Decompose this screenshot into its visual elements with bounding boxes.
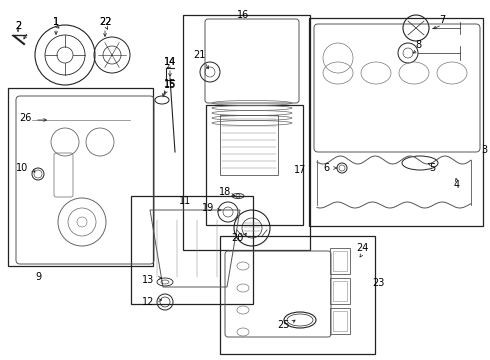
Bar [8,88,153,266]
Text: 18: 18 [219,187,231,197]
Text: 3: 3 [481,145,487,155]
Bar [183,15,310,250]
Text: 2: 2 [15,21,21,31]
Text: 13: 13 [142,275,154,285]
Text: 9: 9 [35,272,41,282]
Bar [330,278,350,304]
Text: 23: 23 [372,278,384,288]
Text: 15: 15 [164,80,176,90]
Text: 6: 6 [323,163,329,173]
Text: 11: 11 [179,196,191,206]
Text: 15: 15 [164,79,176,89]
Bar [333,281,347,301]
Text: 10: 10 [16,163,28,173]
Text: 4: 4 [454,180,460,190]
Bar [206,105,303,225]
Bar [309,18,483,226]
Text: 17: 17 [294,165,306,175]
Bar [220,115,278,175]
Bar [220,236,375,354]
Text: 2: 2 [15,21,21,31]
Bar [333,251,347,271]
Text: 1: 1 [53,17,59,27]
Text: 12: 12 [142,297,154,307]
Text: 24: 24 [356,243,368,253]
Text: 16: 16 [237,10,249,20]
Text: 8: 8 [415,40,421,50]
Text: 19: 19 [202,203,214,213]
Text: 5: 5 [429,163,435,173]
Bar [333,311,347,331]
Text: 22: 22 [99,17,111,27]
Bar [330,308,350,334]
Bar [330,248,350,274]
Bar [131,196,253,304]
Text: 26: 26 [19,113,31,123]
Text: 25: 25 [277,320,289,330]
Text: 1: 1 [53,17,59,27]
Text: 21: 21 [193,50,205,60]
Text: 7: 7 [439,15,445,25]
Text: 14: 14 [164,57,176,67]
Text: 22: 22 [99,17,111,27]
Text: 14: 14 [164,57,176,67]
Text: 20: 20 [231,233,243,243]
